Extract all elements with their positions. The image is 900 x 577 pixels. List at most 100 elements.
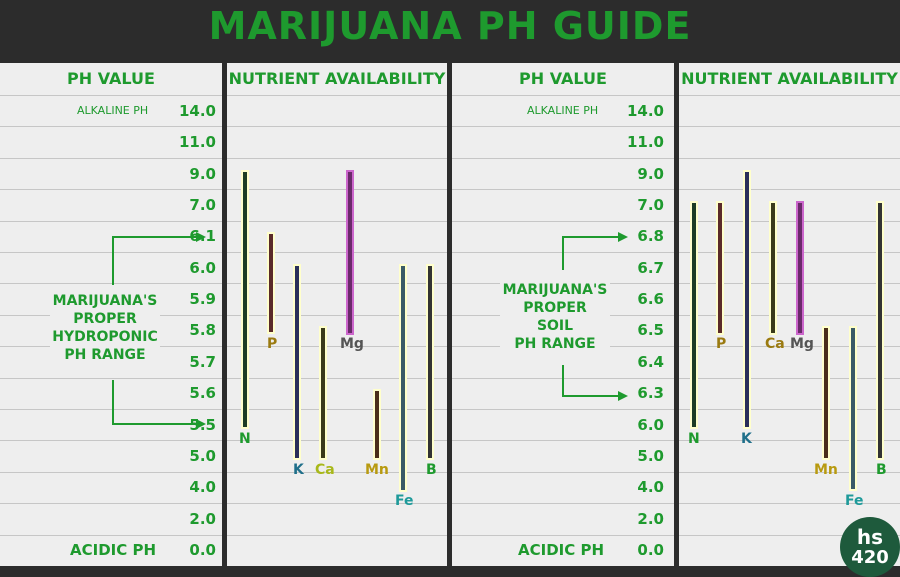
left-bar-fe	[399, 264, 407, 492]
left-down-arrow	[112, 380, 200, 425]
left-label-n: N	[239, 431, 251, 447]
grid-line	[679, 440, 900, 441]
right-bar-ca	[769, 201, 777, 335]
left-ph-value: 14.0	[178, 102, 216, 120]
left-ph-value: 5.8	[189, 321, 216, 339]
grid-line	[227, 535, 447, 536]
right-label-fe: Fe	[845, 493, 864, 509]
grid-line	[679, 503, 900, 504]
left-bar-ca	[319, 326, 327, 460]
grid-line	[452, 535, 674, 536]
left-bar-mn	[373, 389, 381, 460]
right-ph-value: 6.4	[637, 353, 664, 371]
grid-line	[452, 472, 674, 473]
left-bar-k	[293, 264, 301, 460]
right-label-mg: Mg	[790, 336, 814, 352]
grid-line	[679, 315, 900, 316]
right-range-line-1: MARIJUANA'S	[502, 282, 608, 298]
left-label-b: B	[426, 462, 437, 478]
left-label-k: K	[293, 462, 304, 478]
left-nutrient-header: NUTRIENT AVAILABILITY	[228, 69, 446, 88]
right-ph-value: 4.0	[637, 478, 664, 496]
left-bar-mg	[346, 170, 354, 335]
right-bar-k	[743, 170, 751, 429]
grid-line	[0, 535, 222, 536]
right-label-b: B	[876, 462, 887, 478]
left-ph-value: 4.0	[189, 478, 216, 496]
right-range-line-2: PROPER	[523, 300, 587, 316]
grid-line	[227, 472, 447, 473]
right-alkaline-label: ALKALINE PH	[527, 104, 599, 117]
right-bar-mg	[796, 201, 804, 335]
grid-line	[227, 346, 447, 347]
grid-line	[679, 535, 900, 536]
grid-line	[227, 409, 447, 410]
grid-line	[679, 221, 900, 222]
right-ph-header: PH VALUE	[519, 69, 607, 88]
right-ph-value: 6.0	[637, 416, 664, 434]
right-label-mn: Mn	[814, 462, 838, 478]
right-up-arrow	[562, 236, 622, 270]
left-ph-header: PH VALUE	[67, 69, 155, 88]
grid-line	[227, 189, 447, 190]
right-range-line-4: PH RANGE	[514, 336, 596, 352]
left-ph-value: 2.0	[189, 510, 216, 528]
grid-line	[0, 252, 222, 253]
grid-line	[679, 346, 900, 347]
grid-line	[679, 378, 900, 379]
left-ph-value: 7.0	[189, 196, 216, 214]
left-ph-value: 11.0	[178, 133, 216, 151]
left-bar-n	[241, 170, 249, 429]
right-bar-n	[690, 201, 698, 429]
grid-line	[679, 252, 900, 253]
right-bar-b	[876, 201, 884, 460]
right-ph-value: 6.3	[637, 384, 664, 402]
left-acidic-label: ACIDIC PH	[70, 541, 157, 559]
hs420-logo: hs 420	[840, 517, 900, 577]
grid-line	[679, 95, 900, 96]
right-down-arrow	[562, 365, 622, 397]
left-up-arrow	[112, 236, 200, 285]
right-nutrient-header: NUTRIENT AVAILABILITY	[681, 69, 898, 88]
grid-line	[0, 126, 222, 127]
grid-line	[0, 503, 222, 504]
left-label-p: P	[267, 336, 278, 352]
grid-line	[452, 221, 674, 222]
left-alkaline-label: ALKALINE PH	[77, 104, 149, 117]
grid-line	[452, 126, 674, 127]
grid-line	[452, 503, 674, 504]
grid-line	[452, 440, 674, 441]
grid-line	[227, 503, 447, 504]
grid-line	[227, 95, 447, 96]
left-label-fe: Fe	[395, 493, 414, 509]
left-bar-p	[267, 232, 275, 334]
right-label-ca: Ca	[765, 336, 785, 352]
grid-line	[0, 472, 222, 473]
grid-line	[452, 189, 674, 190]
left-ph-value: 5.0	[189, 447, 216, 465]
right-label-n: N	[688, 431, 700, 447]
right-acidic-label: ACIDIC PH	[518, 541, 605, 559]
right-bar-fe	[849, 326, 857, 491]
grid-line	[227, 158, 447, 159]
right-nutrient-panel	[679, 63, 900, 566]
right-ph-value: 7.0	[637, 196, 664, 214]
grid-line	[679, 409, 900, 410]
grid-line	[227, 440, 447, 441]
right-ph-value: 2.0	[637, 510, 664, 528]
right-label-k: K	[741, 431, 752, 447]
grid-line	[0, 409, 222, 410]
grid-line	[0, 95, 222, 96]
left-label-ca: Ca	[315, 462, 335, 478]
left-ph-value: 5.7	[189, 353, 216, 371]
right-ph-value: 6.8	[637, 227, 664, 245]
left-nutrient-panel	[227, 63, 447, 566]
left-ph-value: 5.9	[189, 290, 216, 308]
grid-line	[452, 158, 674, 159]
right-label-p: P	[716, 336, 727, 352]
grid-line	[0, 221, 222, 222]
grid-line	[679, 126, 900, 127]
grid-line	[227, 252, 447, 253]
